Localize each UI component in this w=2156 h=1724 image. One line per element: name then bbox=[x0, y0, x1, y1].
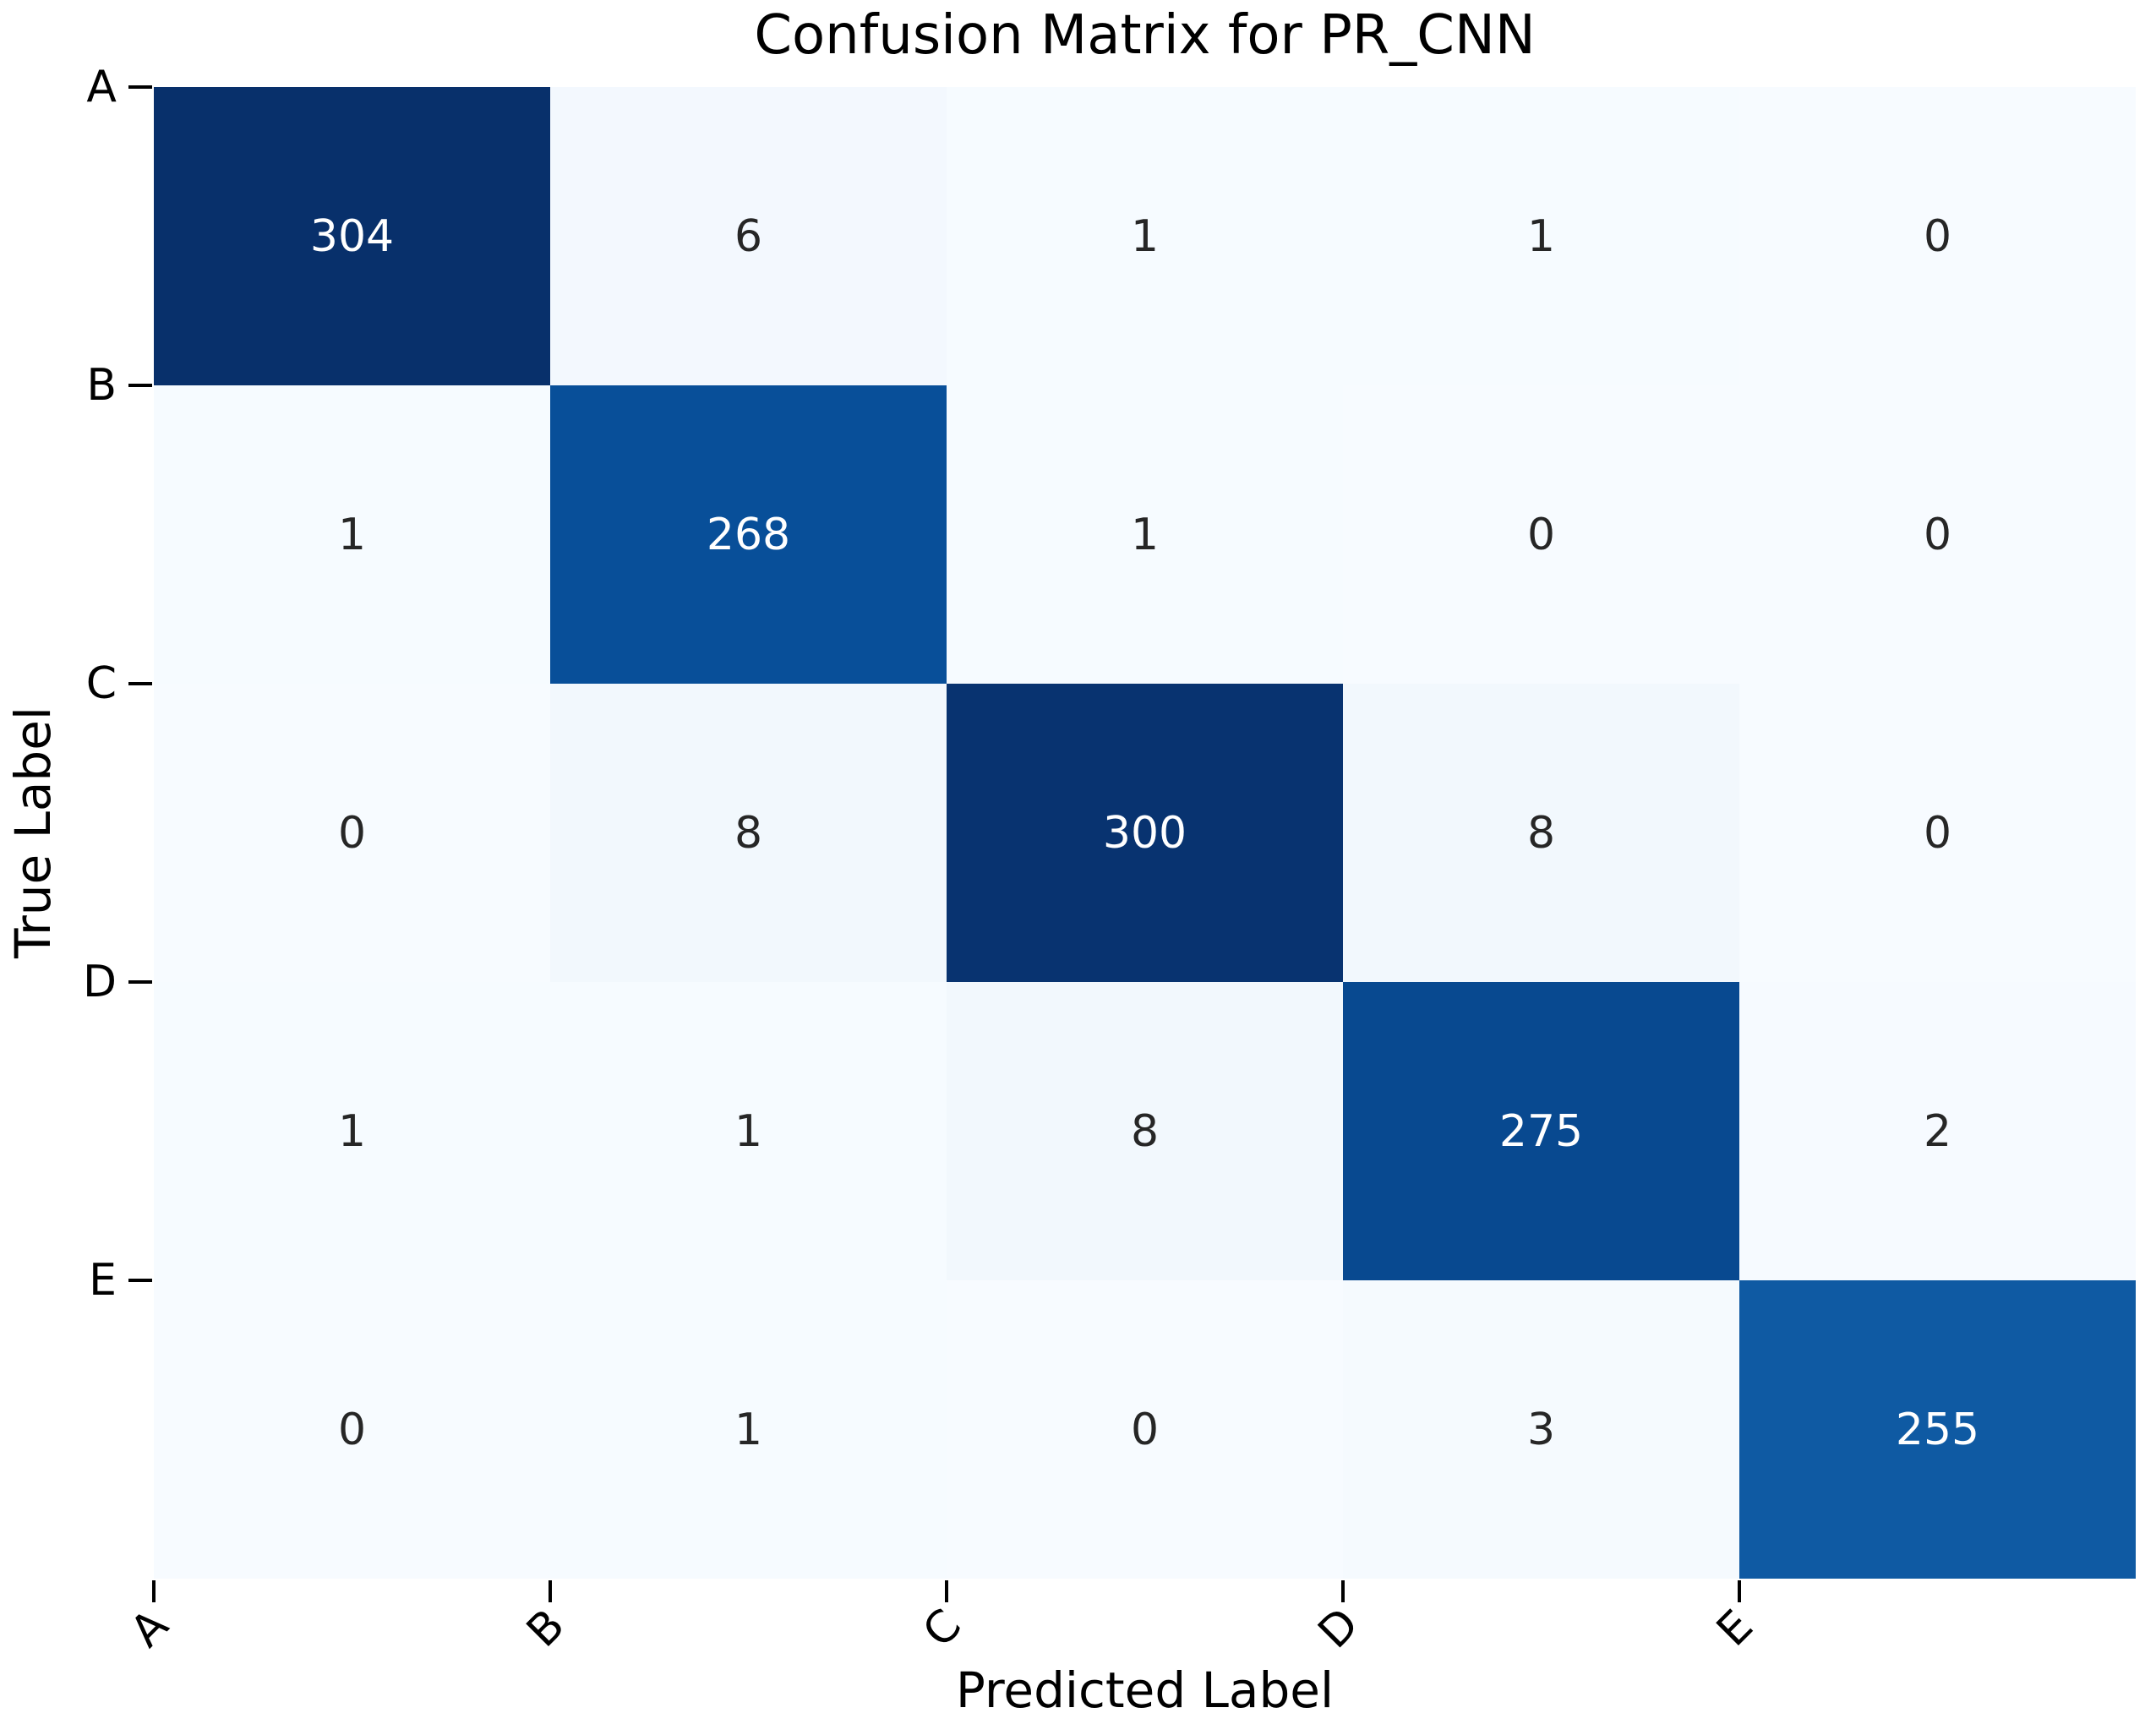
cell-value: 0 bbox=[337, 1404, 367, 1455]
matrix-cell-C-E: 0 bbox=[1739, 684, 2136, 982]
matrix-cell-A-E: 0 bbox=[1739, 87, 2136, 385]
matrix-cell-E-B: 1 bbox=[550, 1280, 947, 1579]
matrix-cell-C-C: 300 bbox=[947, 684, 1343, 982]
y-tick-label-E: E bbox=[89, 1255, 117, 1306]
matrix-cell-B-A: 1 bbox=[154, 385, 550, 684]
cell-value: 1 bbox=[337, 509, 367, 560]
x-tick-label-A: A bbox=[121, 1600, 178, 1657]
x-tick-label-D: D bbox=[1308, 1598, 1369, 1659]
cell-value: 275 bbox=[1498, 1105, 1584, 1157]
matrix-cell-D-C: 8 bbox=[947, 982, 1343, 1280]
cell-value: 1 bbox=[1130, 210, 1160, 262]
matrix-cell-C-B: 8 bbox=[550, 684, 947, 982]
cell-value: 0 bbox=[337, 807, 367, 859]
matrix-cell-C-D: 8 bbox=[1343, 684, 1739, 982]
x-tick-mark bbox=[1738, 1580, 1741, 1602]
matrix-cell-E-D: 3 bbox=[1343, 1280, 1739, 1579]
matrix-cell-A-C: 1 bbox=[947, 87, 1343, 385]
y-tick-mark bbox=[128, 980, 152, 984]
matrix-cell-A-B: 6 bbox=[550, 87, 947, 385]
matrix-cell-D-D: 275 bbox=[1343, 982, 1739, 1280]
x-tick-mark bbox=[1341, 1580, 1345, 1602]
x-tick-label-B: B bbox=[517, 1600, 575, 1657]
y-tick-label-D: D bbox=[82, 957, 117, 1007]
cell-value: 0 bbox=[1923, 210, 1952, 262]
y-axis-title: True Label bbox=[4, 706, 63, 959]
cell-value: 6 bbox=[734, 210, 763, 262]
cell-value: 304 bbox=[309, 210, 395, 262]
cell-value: 0 bbox=[1923, 807, 1952, 859]
cell-value: 1 bbox=[1130, 509, 1160, 560]
matrix-cell-B-E: 0 bbox=[1739, 385, 2136, 684]
y-tick-mark bbox=[128, 85, 152, 89]
x-tick-label-E: E bbox=[1707, 1601, 1763, 1656]
cell-value: 1 bbox=[337, 1105, 367, 1157]
y-tick-label-C: C bbox=[85, 658, 117, 709]
cell-value: 255 bbox=[1895, 1404, 1980, 1455]
matrix-cell-D-B: 1 bbox=[550, 982, 947, 1280]
matrix-cell-B-B: 268 bbox=[550, 385, 947, 684]
y-tick-label-B: B bbox=[86, 360, 117, 411]
cell-value: 8 bbox=[1526, 807, 1556, 859]
y-tick-label-A: A bbox=[86, 62, 117, 112]
matrix-cell-E-A: 0 bbox=[154, 1280, 550, 1579]
x-tick-mark bbox=[549, 1580, 552, 1602]
chart-title: Confusion Matrix for PR_CNN bbox=[754, 4, 1536, 67]
x-tick-label-C: C bbox=[913, 1599, 972, 1658]
matrix-cell-B-D: 0 bbox=[1343, 385, 1739, 684]
matrix-cell-A-D: 1 bbox=[1343, 87, 1739, 385]
cell-value: 268 bbox=[706, 509, 791, 560]
x-tick-mark bbox=[945, 1580, 948, 1602]
cell-value: 1 bbox=[1526, 210, 1556, 262]
cell-value: 0 bbox=[1130, 1404, 1160, 1455]
x-tick-mark bbox=[152, 1580, 156, 1602]
matrix-cell-E-C: 0 bbox=[947, 1280, 1343, 1579]
cell-value: 0 bbox=[1923, 509, 1952, 560]
cell-value: 2 bbox=[1923, 1105, 1952, 1157]
matrix-cell-E-E: 255 bbox=[1739, 1280, 2136, 1579]
heatmap-grid: 304 6 1 1 0 1 268 1 0 0 0 8 300 8 0 1 1 8 275 2 0 1 0 3 255 bbox=[154, 87, 2136, 1579]
cell-value: 8 bbox=[1130, 1105, 1160, 1157]
y-tick-mark bbox=[128, 682, 152, 685]
cell-value: 3 bbox=[1526, 1404, 1556, 1455]
cell-value: 1 bbox=[734, 1404, 763, 1455]
cell-value: 8 bbox=[734, 807, 763, 859]
cell-value: 0 bbox=[1526, 509, 1556, 560]
y-tick-mark bbox=[128, 1279, 152, 1282]
matrix-cell-D-E: 2 bbox=[1739, 982, 2136, 1280]
matrix-cell-C-A: 0 bbox=[154, 684, 550, 982]
cell-value: 300 bbox=[1102, 807, 1187, 859]
x-axis-title: Predicted Label bbox=[955, 1661, 1335, 1719]
cell-value: 1 bbox=[734, 1105, 763, 1157]
matrix-cell-A-A: 304 bbox=[154, 87, 550, 385]
matrix-cell-B-C: 1 bbox=[947, 385, 1343, 684]
y-tick-mark bbox=[128, 384, 152, 387]
matrix-cell-D-A: 1 bbox=[154, 982, 550, 1280]
